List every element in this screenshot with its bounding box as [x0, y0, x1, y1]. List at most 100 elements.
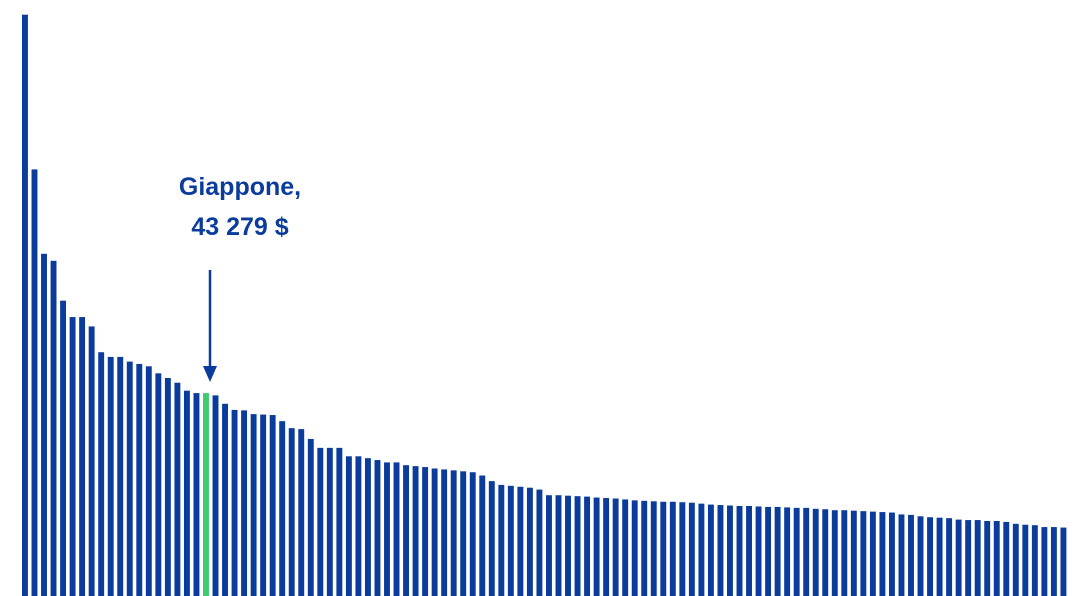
- bar: [422, 467, 429, 596]
- bar: [888, 512, 895, 596]
- bar: [250, 414, 257, 596]
- bar: [717, 505, 724, 596]
- bar: [231, 409, 238, 596]
- bar: [622, 499, 629, 596]
- bar: [736, 505, 743, 596]
- bar: [79, 317, 86, 596]
- bar: [898, 514, 905, 596]
- bar: [822, 509, 829, 596]
- bar: [974, 520, 981, 596]
- bar: [355, 456, 362, 596]
- bar: [460, 471, 467, 596]
- bar: [364, 458, 371, 596]
- bar: [688, 502, 695, 596]
- bar: [584, 496, 591, 596]
- bar: [1060, 527, 1067, 596]
- bar: [31, 169, 38, 596]
- bar: [917, 516, 924, 596]
- bar: [660, 501, 667, 596]
- bar: [679, 502, 686, 596]
- bar: [546, 495, 552, 596]
- bar: [279, 421, 286, 596]
- bar: [793, 507, 800, 596]
- bar: [307, 438, 314, 596]
- bar: [479, 475, 486, 596]
- bar: [345, 456, 352, 596]
- bar: [22, 14, 28, 596]
- bar: [488, 481, 495, 596]
- bar: [336, 447, 343, 596]
- bar: [517, 486, 524, 596]
- bar: [1012, 523, 1019, 596]
- bar: [155, 373, 162, 596]
- bar: [441, 469, 448, 596]
- bar: [69, 317, 76, 596]
- bar: [984, 520, 991, 596]
- bar: [650, 501, 657, 596]
- bar: [593, 497, 600, 596]
- bar: [755, 506, 762, 596]
- bar: [955, 519, 962, 596]
- bar: [60, 300, 67, 596]
- bar: [136, 363, 143, 596]
- bar: [536, 489, 543, 596]
- bar: [212, 395, 219, 596]
- bar: [260, 414, 267, 596]
- bar: [526, 487, 533, 596]
- bar: [164, 378, 171, 596]
- bar: [631, 500, 638, 596]
- bar: [784, 507, 791, 596]
- bar: [603, 498, 610, 596]
- bar: [1031, 525, 1038, 596]
- bar: [450, 470, 457, 596]
- bar: [117, 356, 124, 596]
- bar: [612, 498, 619, 596]
- bar: [669, 501, 676, 596]
- annotation-group: Giappone, 43 279 $: [179, 173, 301, 382]
- bar: [193, 393, 200, 596]
- bar: [831, 510, 838, 596]
- bar: [841, 510, 848, 596]
- bar: [507, 485, 514, 596]
- bar: [469, 472, 476, 596]
- bar: [50, 260, 57, 596]
- bar: [565, 495, 571, 596]
- bar: [774, 506, 781, 596]
- bar: [498, 484, 505, 596]
- bar: [641, 500, 648, 596]
- bar: [222, 403, 228, 596]
- bar: [298, 429, 305, 596]
- bar: [1041, 527, 1048, 596]
- bars-group: [22, 14, 1067, 596]
- bar: [869, 511, 876, 596]
- bar: [145, 366, 152, 596]
- annotation-country-label: Giappone,: [179, 173, 301, 201]
- bar: [1022, 524, 1029, 596]
- bar: [269, 415, 276, 596]
- bar: [393, 462, 400, 596]
- bar: [746, 505, 752, 596]
- bar: [850, 510, 857, 596]
- bar: [107, 356, 114, 596]
- bar: [41, 253, 47, 596]
- bar: [431, 468, 438, 596]
- bar: [936, 517, 943, 596]
- bar: [412, 466, 419, 596]
- bar: [860, 511, 867, 596]
- bar: [374, 460, 381, 596]
- bar: [965, 520, 972, 596]
- bar: [727, 505, 733, 596]
- bar: [803, 507, 810, 596]
- bar: [317, 447, 324, 596]
- bar-highlight: [203, 393, 209, 596]
- bar: [241, 410, 248, 596]
- bar: [126, 361, 133, 596]
- bar: [88, 326, 95, 596]
- annotation-value-label: 43 279 $: [191, 213, 288, 241]
- bar: [555, 495, 562, 596]
- annotation-arrow-head: [203, 366, 217, 382]
- bar: [927, 517, 933, 596]
- bar: [765, 506, 772, 596]
- bar: [326, 447, 333, 596]
